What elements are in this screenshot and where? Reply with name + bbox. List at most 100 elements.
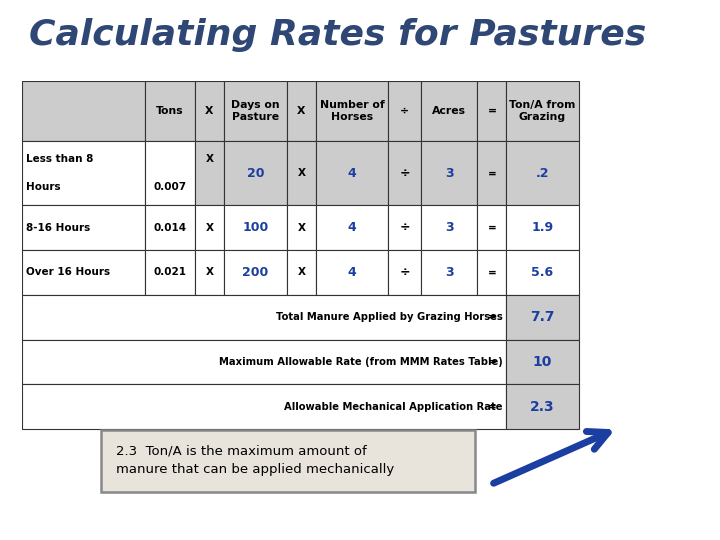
- Bar: [22, 141, 145, 205]
- Text: 10: 10: [533, 355, 552, 369]
- Bar: [224, 205, 287, 250]
- Text: 4: 4: [348, 167, 356, 180]
- Bar: [316, 141, 388, 205]
- Bar: [421, 141, 477, 205]
- Bar: [477, 81, 506, 141]
- Text: Hours: Hours: [27, 183, 61, 192]
- Bar: [388, 141, 421, 205]
- Text: =: =: [487, 357, 496, 367]
- Text: X: X: [205, 106, 214, 116]
- Text: 200: 200: [242, 266, 269, 279]
- Bar: [287, 205, 316, 250]
- Bar: [477, 205, 506, 250]
- Bar: [506, 141, 579, 205]
- Bar: [22, 340, 506, 384]
- Bar: [287, 250, 316, 295]
- Text: ÷: ÷: [400, 266, 410, 279]
- Bar: [316, 250, 388, 295]
- Bar: [22, 81, 145, 141]
- Bar: [224, 250, 287, 295]
- Bar: [22, 205, 145, 250]
- Bar: [506, 81, 579, 141]
- Text: .2: .2: [536, 167, 549, 180]
- Bar: [195, 141, 224, 205]
- Text: =: =: [487, 168, 496, 178]
- Text: Days on
Pasture: Days on Pasture: [231, 100, 279, 123]
- Bar: [506, 205, 579, 250]
- Text: 0.007: 0.007: [153, 183, 186, 192]
- Bar: [22, 295, 506, 340]
- Text: 3: 3: [445, 167, 454, 180]
- Text: ÷: ÷: [400, 167, 410, 180]
- Text: 5.6: 5.6: [531, 266, 554, 279]
- Text: 4: 4: [348, 266, 356, 279]
- Text: Acres: Acres: [432, 106, 467, 116]
- Bar: [195, 81, 224, 141]
- Bar: [506, 384, 579, 429]
- Text: 0.014: 0.014: [153, 223, 186, 233]
- Bar: [388, 81, 421, 141]
- Bar: [22, 384, 506, 429]
- Text: =: =: [487, 402, 496, 411]
- Bar: [195, 205, 224, 250]
- Bar: [388, 205, 421, 250]
- Bar: [506, 250, 579, 295]
- Bar: [421, 205, 477, 250]
- Text: =: =: [487, 267, 496, 278]
- Text: 8-16 Hours: 8-16 Hours: [27, 223, 91, 233]
- Bar: [145, 81, 195, 141]
- Bar: [145, 141, 195, 205]
- Text: X: X: [297, 106, 306, 116]
- Text: 100: 100: [242, 221, 269, 234]
- Text: 2.3: 2.3: [530, 400, 555, 414]
- Bar: [506, 340, 579, 384]
- Text: X: X: [297, 267, 305, 278]
- Bar: [506, 295, 579, 340]
- Text: Total Manure Applied by Grazing Horses: Total Manure Applied by Grazing Horses: [276, 312, 503, 322]
- Text: Allowable Mechanical Application Rate: Allowable Mechanical Application Rate: [284, 402, 503, 411]
- Text: 20: 20: [247, 167, 264, 180]
- Text: Penn State: Penn State: [18, 508, 125, 526]
- Text: X: X: [205, 267, 213, 278]
- Text: =: =: [487, 223, 496, 233]
- Bar: [477, 250, 506, 295]
- Text: X: X: [297, 168, 305, 178]
- Bar: [287, 141, 316, 205]
- Text: 3: 3: [445, 221, 454, 234]
- Text: Number of
Horses: Number of Horses: [320, 100, 384, 123]
- Text: ÷: ÷: [400, 221, 410, 234]
- Text: =: =: [487, 106, 496, 116]
- Text: 2.3  Ton/A is the maximum amount of
manure that can be applied mechanically: 2.3 Ton/A is the maximum amount of manur…: [116, 444, 394, 476]
- Text: Less than 8: Less than 8: [27, 154, 94, 164]
- Text: 1.9: 1.9: [531, 221, 554, 234]
- Bar: [421, 81, 477, 141]
- Bar: [22, 250, 145, 295]
- Text: X: X: [205, 154, 213, 164]
- Text: ÷: ÷: [400, 106, 409, 116]
- Bar: [287, 81, 316, 141]
- Bar: [421, 250, 477, 295]
- Text: =: =: [487, 312, 496, 322]
- Text: Over 16 Hours: Over 16 Hours: [27, 267, 111, 278]
- Bar: [224, 81, 287, 141]
- Bar: [388, 250, 421, 295]
- Bar: [316, 81, 388, 141]
- Text: Maximum Allowable Rate (from MMM Rates Table): Maximum Allowable Rate (from MMM Rates T…: [219, 357, 503, 367]
- Bar: [195, 250, 224, 295]
- Text: Calculating Rates for Pastures: Calculating Rates for Pastures: [29, 18, 646, 52]
- FancyBboxPatch shape: [101, 430, 475, 492]
- Text: X: X: [297, 223, 305, 233]
- Text: Tons: Tons: [156, 106, 184, 116]
- Text: Extension: Extension: [101, 508, 204, 526]
- Bar: [316, 205, 388, 250]
- Bar: [145, 250, 195, 295]
- Text: Ton/A from
Grazing: Ton/A from Grazing: [509, 100, 576, 123]
- Text: 0.021: 0.021: [153, 267, 186, 278]
- Text: X: X: [205, 223, 213, 233]
- Bar: [224, 141, 287, 205]
- Bar: [477, 141, 506, 205]
- Text: 7.7: 7.7: [530, 310, 554, 324]
- Text: 3: 3: [445, 266, 454, 279]
- Text: 4: 4: [348, 221, 356, 234]
- Bar: [145, 205, 195, 250]
